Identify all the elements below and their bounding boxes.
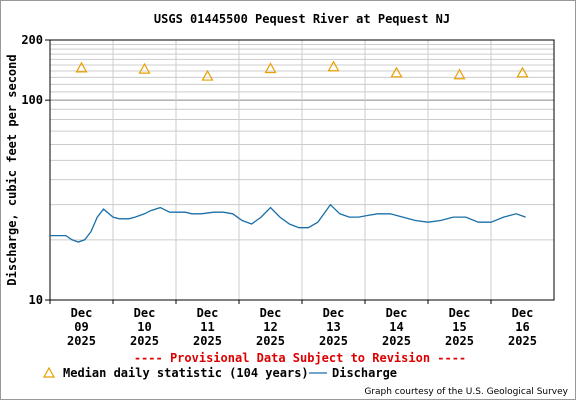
- legend-median-label: Median daily statistic (104 years): [63, 366, 309, 380]
- x-tick-text: 2025: [67, 334, 96, 348]
- x-tick-text: 2025: [319, 334, 348, 348]
- x-axis: Dec092025Dec102025Dec112025Dec122025Dec1…: [49, 300, 537, 348]
- courtesy-text: Graph courtesy of the U.S. Geological Su…: [364, 387, 568, 397]
- x-tick-text: 2025: [130, 334, 159, 348]
- discharge-line: [50, 203, 526, 243]
- x-tick-text: 15: [452, 320, 466, 334]
- legend-discharge-label: Discharge: [332, 366, 397, 380]
- median-marker: [264, 62, 277, 74]
- x-tick-text: Dec: [323, 306, 345, 320]
- y-tick-label: 10: [29, 293, 43, 307]
- y-axis-label: Discharge, cubic feet per second: [5, 54, 19, 285]
- x-tick-text: 14: [389, 320, 403, 334]
- x-tick-text: Dec: [134, 306, 156, 320]
- x-tick-text: 16: [515, 320, 529, 334]
- legend-median-icon: [42, 366, 56, 378]
- legend: Median daily statistic (104 years) Discha…: [42, 366, 397, 380]
- x-tick-text: 11: [200, 320, 214, 334]
- y-tick-label: 200: [21, 33, 43, 47]
- x-tick-text: Dec: [197, 306, 219, 320]
- median-marker: [516, 66, 529, 78]
- x-tick-text: 2025: [508, 334, 537, 348]
- x-tick-text: 2025: [445, 334, 474, 348]
- x-tick-text: Dec: [71, 306, 93, 320]
- x-tick-text: Dec: [386, 306, 408, 320]
- median-marker: [75, 61, 88, 73]
- x-tick-text: 2025: [256, 334, 285, 348]
- x-tick-text: Dec: [260, 306, 282, 320]
- y-axis: 10 100 200: [21, 33, 50, 307]
- x-tick-text: Dec: [512, 306, 534, 320]
- x-tick-text: 2025: [193, 334, 222, 348]
- x-tick-text: 10: [137, 320, 151, 334]
- provisional-notice: ---- Provisional Data Subject to Revisio…: [134, 351, 466, 365]
- median-marker: [138, 62, 151, 74]
- median-marker: [390, 66, 403, 78]
- grid: [50, 40, 554, 300]
- y-tick-label: 100: [21, 93, 43, 107]
- x-tick-text: 09: [74, 320, 88, 334]
- median-marker: [327, 60, 340, 72]
- median-marker: [201, 69, 214, 81]
- series-layer: [50, 60, 529, 243]
- chart-title: USGS 01445500 Pequest River at Pequest N…: [154, 12, 450, 26]
- x-tick-text: 2025: [382, 334, 411, 348]
- x-tick-text: 12: [263, 320, 277, 334]
- x-tick-text: Dec: [449, 306, 471, 320]
- median-marker: [453, 68, 466, 80]
- x-tick-text: 13: [326, 320, 340, 334]
